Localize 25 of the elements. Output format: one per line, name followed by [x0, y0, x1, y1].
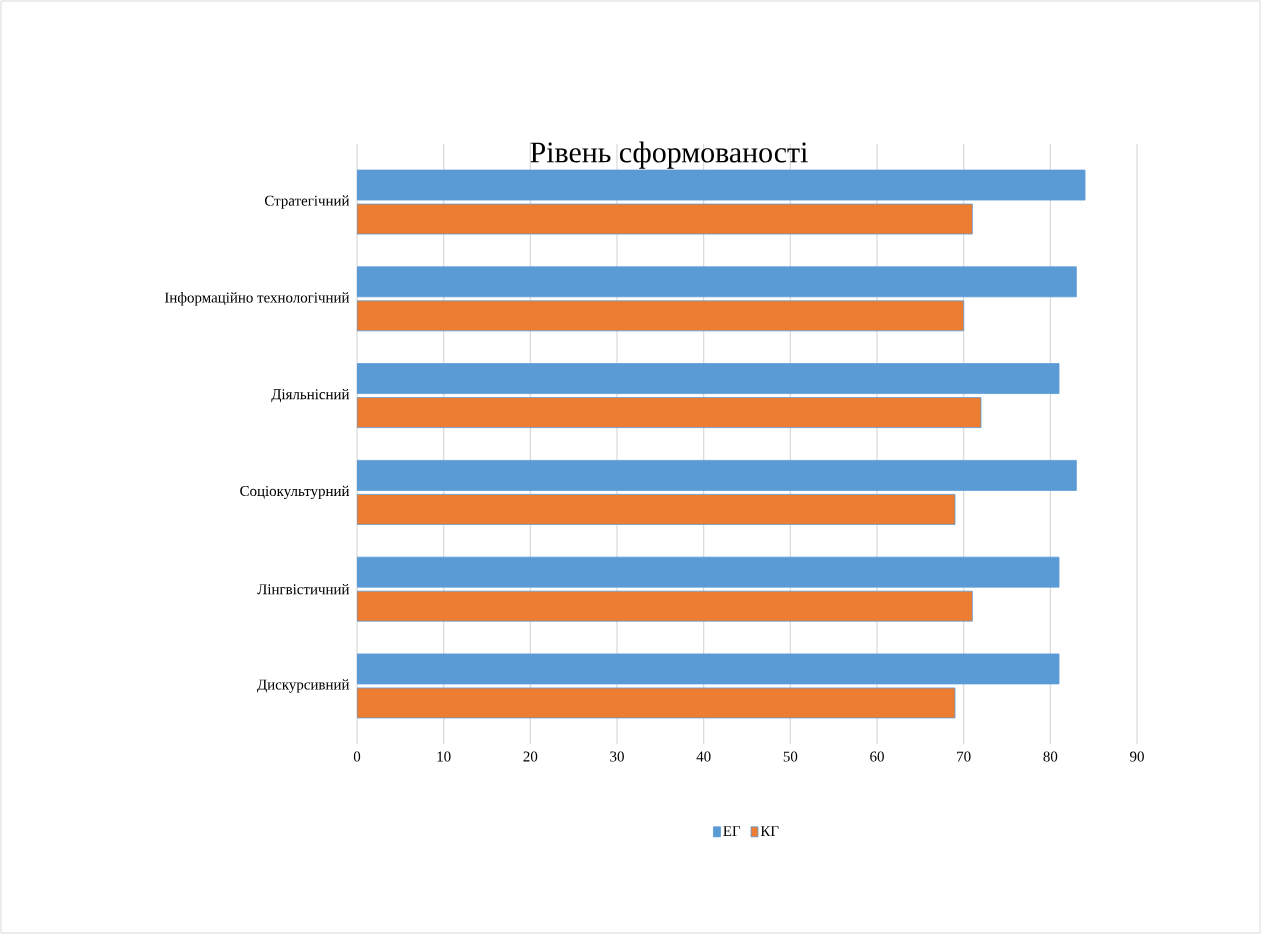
x-tick-label: 70 [957, 751, 971, 762]
y-tick-label: Діяльнісний [271, 388, 350, 403]
y-tick-label: Соціокультурний [240, 485, 350, 500]
x-tick-label: 0 [353, 751, 361, 762]
x-tick-label: 30 [610, 751, 624, 762]
legend-label: КГ [760, 826, 779, 836]
y-tick-label: Лінгвістичний [257, 583, 350, 595]
bar [357, 397, 982, 428]
y-tick-label: Стратегічний [264, 195, 350, 209]
chart-title: Рівень сформованості [530, 141, 808, 169]
y-tick-label: Дискурсивний [257, 679, 350, 693]
bar [357, 590, 973, 622]
x-tick-label: 20 [523, 751, 538, 762]
legend-label: ЕГ [723, 826, 741, 836]
x-tick-label: 10 [437, 751, 451, 762]
x-tick-label: 90 [1130, 751, 1144, 762]
x-tick-label: 40 [696, 751, 711, 762]
x-tick-label: 80 [1043, 751, 1058, 762]
bar [357, 687, 956, 719]
bar [357, 300, 965, 332]
bar [357, 493, 956, 525]
bar [357, 203, 973, 235]
y-tick-label: Інформаційно технологічний [164, 292, 350, 306]
x-tick-label: 50 [783, 751, 798, 762]
x-tick-label: 60 [870, 751, 884, 762]
